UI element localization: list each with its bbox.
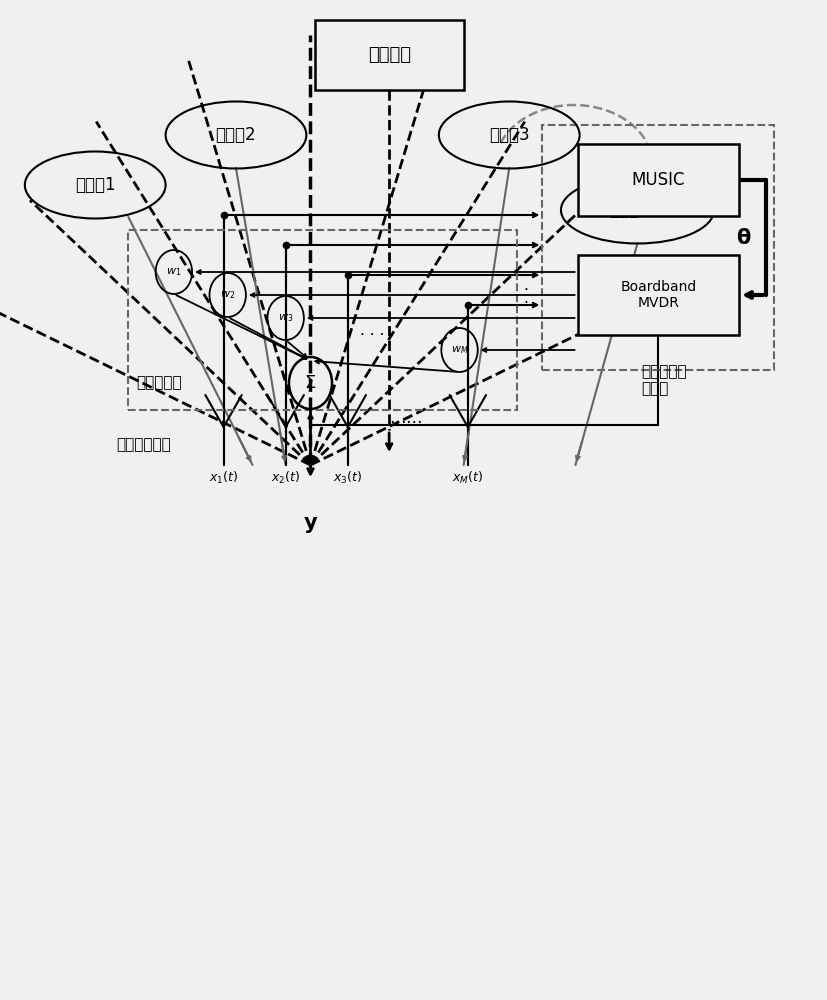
Text: $\mathbf{y}$: $\mathbf{y}$: [303, 515, 318, 535]
Text: 受试设备: 受试设备: [367, 46, 410, 64]
Text: $w_2$: $w_2$: [220, 289, 235, 301]
Text: $w_1$: $w_1$: [166, 266, 181, 278]
Text: MUSIC: MUSIC: [631, 171, 684, 189]
Text: $w_3$: $w_3$: [278, 312, 293, 324]
Text: $x_2(t)$: $x_2(t)$: [270, 470, 300, 486]
FancyBboxPatch shape: [577, 255, 739, 335]
Text: $x_M(t)$: $x_M(t)$: [452, 470, 483, 486]
Text: 干扰源P-1: 干扰源P-1: [609, 201, 665, 219]
Text: 干扰源1: 干扰源1: [74, 176, 116, 194]
Text: $\cdots\cdots$: $\cdots\cdots$: [389, 411, 422, 429]
Text: ·
·
·: · · ·: [523, 269, 528, 311]
Text: $\bf{\theta}$: $\bf{\theta}$: [734, 228, 750, 247]
Text: 干扰源3: 干扰源3: [488, 126, 529, 144]
Text: Boardband
MVDR: Boardband MVDR: [619, 280, 696, 310]
Text: · · ·: · · ·: [360, 328, 385, 342]
Text: 天线阵列的
方向图: 天线阵列的 方向图: [641, 364, 686, 396]
Text: 接收天线阵列: 接收天线阵列: [116, 438, 170, 452]
FancyBboxPatch shape: [314, 20, 463, 90]
Text: 波束形成器: 波束形成器: [136, 375, 182, 390]
Text: $w_M$: $w_M$: [450, 344, 468, 356]
Text: 干扰源2: 干扰源2: [215, 126, 256, 144]
Text: $x_3(t)$: $x_3(t)$: [332, 470, 362, 486]
Text: $\Sigma$: $\Sigma$: [304, 374, 316, 392]
FancyBboxPatch shape: [577, 144, 739, 216]
Text: 信号处理: 信号处理: [638, 143, 677, 161]
Text: $x_1(t)$: $x_1(t)$: [208, 470, 238, 486]
